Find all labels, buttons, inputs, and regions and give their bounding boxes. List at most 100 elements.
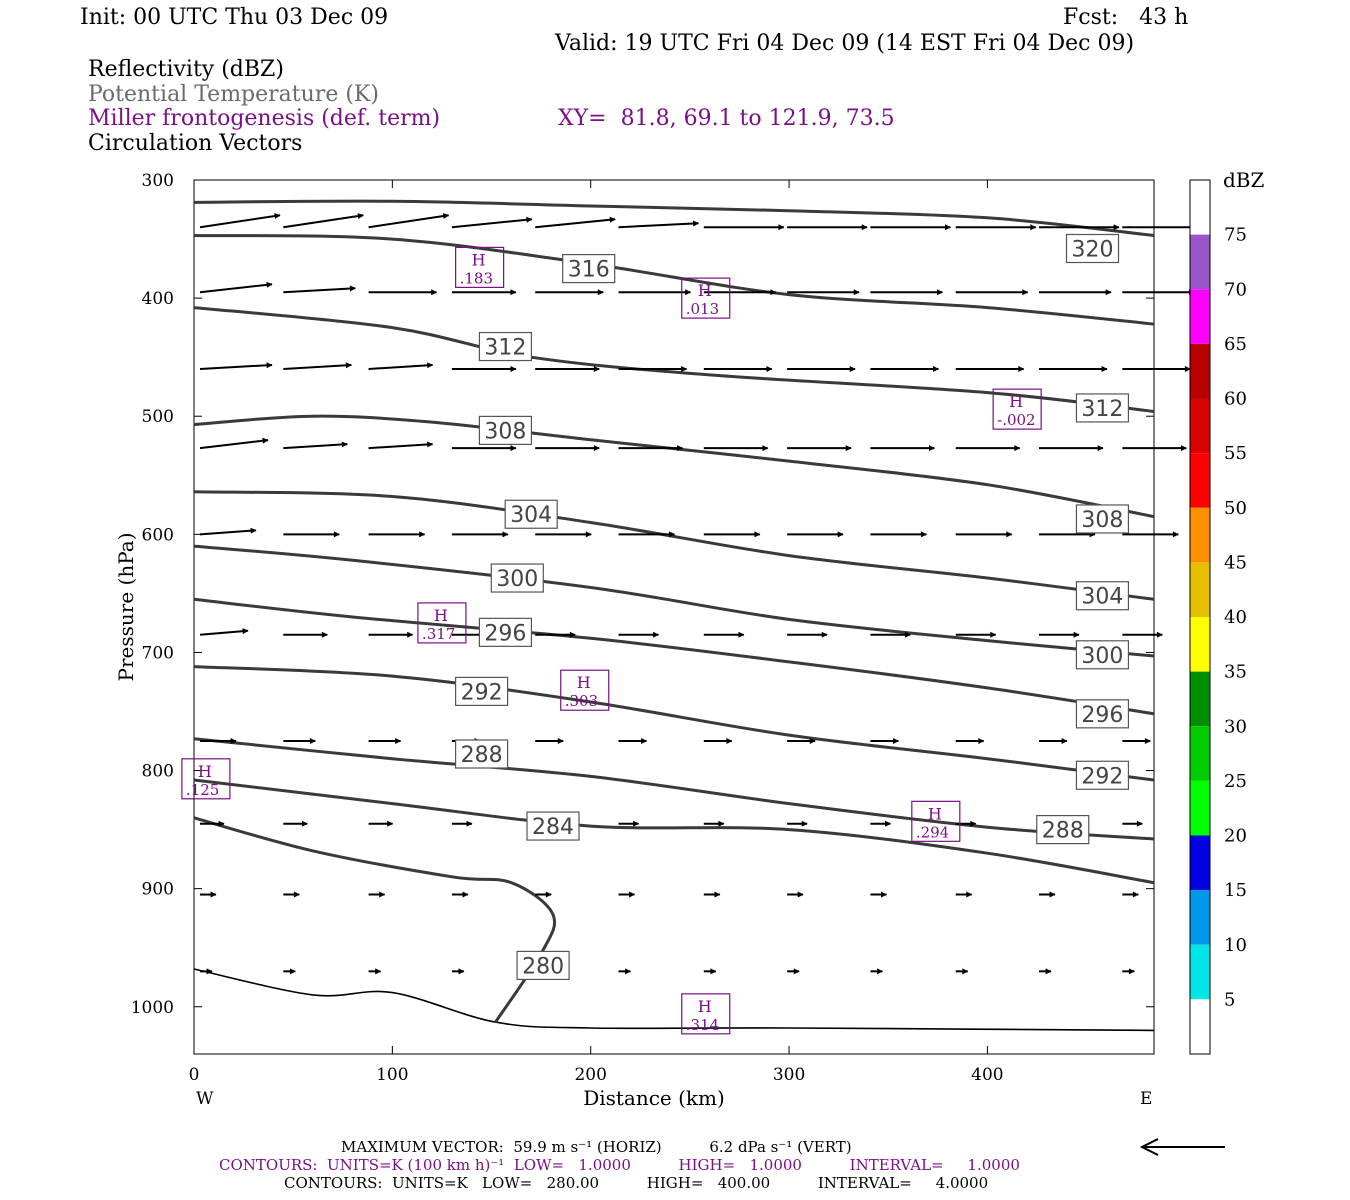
frontogenesis-max-value: .013	[686, 300, 719, 318]
theta-label-box	[1075, 760, 1130, 790]
theta-label-box	[526, 811, 580, 841]
frontogenesis-max-value: .314	[686, 1016, 719, 1034]
reference-vector-head	[1139, 1138, 1159, 1156]
theta-contour-300	[193, 544, 1155, 658]
x-tick-label: 300	[773, 1065, 805, 1085]
surface-boundary-line	[193, 968, 1155, 1032]
frontogenesis-max-value: .303	[565, 692, 598, 710]
colorbar-segment	[1190, 617, 1210, 672]
theta-label-box	[1065, 233, 1120, 264]
colorbar-label: 25	[1224, 771, 1247, 792]
theta-contour-288	[193, 737, 1155, 841]
theta-label-box	[562, 253, 616, 284]
colorbar-label: 5	[1224, 989, 1235, 1010]
theta-label: 308	[1081, 508, 1123, 533]
frontogenesis-max-label: H	[198, 762, 212, 781]
colorbar-label: 30	[1224, 716, 1247, 737]
theta-contour-308	[193, 414, 1155, 519]
circulation-vector	[535, 216, 616, 229]
theta-label-box	[1075, 393, 1130, 423]
circulation-vector	[283, 441, 348, 450]
colorbar-segment	[1190, 507, 1210, 563]
theta-label-box	[1075, 699, 1130, 729]
theta-label: 304	[1081, 585, 1123, 610]
theta-label: 300	[1081, 644, 1123, 669]
theta-label: 296	[484, 621, 526, 646]
colorbar-frame	[1189, 179, 1211, 1055]
theta-label: 320	[1072, 238, 1114, 263]
frontogenesis-max-value: .294	[916, 823, 949, 841]
frontogenesis-max-label: H	[577, 673, 591, 692]
colorbar-segment	[1190, 999, 1210, 1054]
y-tick-label: 800	[142, 762, 174, 782]
frontogenesis-max-value: -.002	[997, 411, 1035, 429]
frontogenesis-max-box	[681, 993, 731, 1035]
theta-label: 300	[496, 567, 538, 592]
y-tick-label: 900	[142, 880, 174, 900]
theta-contour-296	[193, 597, 1155, 716]
theta-contour-320	[193, 199, 1155, 237]
circulation-vector	[199, 527, 257, 536]
circulation-vector	[283, 362, 352, 370]
theta-label: 304	[510, 503, 552, 528]
colorbar-label: 35	[1224, 662, 1247, 683]
y-axis-title: Pressure (hPa)	[114, 533, 138, 682]
colorbar-label: 15	[1224, 880, 1247, 901]
frontogenesis-max-value: .125	[186, 781, 219, 799]
circulation-vector	[199, 213, 281, 229]
field-frontogenesis: Miller frontogenesis (def. term)	[88, 106, 441, 131]
circulation-vector	[199, 362, 273, 370]
field-potential-temperature: Potential Temperature (K)	[88, 82, 379, 107]
theta-label-box	[516, 950, 570, 981]
colorbar-label: 45	[1224, 552, 1247, 573]
theta-label: 312	[1081, 397, 1123, 422]
theta-contour-284	[193, 778, 1155, 885]
x-tick-label: 0	[189, 1065, 200, 1085]
circulation-vector	[451, 216, 533, 229]
frontogenesis-max-box	[992, 388, 1042, 430]
cross-section-endpoints: XY= 81.8, 69.1 to 121.9, 73.5	[558, 106, 895, 131]
colorbar-segment	[1190, 726, 1210, 781]
theta-label-box	[1075, 581, 1130, 611]
theta-contour-304	[193, 490, 1155, 601]
y-tick-label: 400	[142, 289, 174, 309]
frontogenesis-max-label: H	[434, 606, 448, 625]
theta-label-box	[478, 617, 533, 647]
y-tick-label: 300	[142, 171, 174, 191]
theta-label: 308	[484, 419, 526, 444]
colorbar-label: 75	[1224, 225, 1247, 246]
theta-label: 284	[532, 815, 574, 840]
frontogenesis-max-label: H	[472, 250, 486, 269]
colorbar-segment	[1190, 343, 1210, 399]
colorbar-segment	[1190, 398, 1210, 454]
x-tick-label: 400	[971, 1065, 1003, 1085]
y-tick-label: 600	[142, 525, 174, 545]
theta-label-box	[455, 739, 509, 769]
frontogenesis-max-box	[560, 669, 610, 711]
x-end-label-east: E	[1140, 1089, 1152, 1109]
theta-label: 296	[1081, 703, 1123, 728]
colorbar-segment	[1190, 289, 1210, 344]
theta-label: 292	[461, 680, 503, 705]
theta-contour-316	[193, 234, 1155, 326]
colorbar-label: 55	[1224, 443, 1247, 464]
frontogenesis-max-label: H	[698, 997, 712, 1016]
theta-label-box	[1036, 814, 1090, 845]
frontogenesis-max-box	[911, 800, 961, 842]
colorbar-label: 70	[1224, 279, 1247, 300]
frontogenesis-max-box	[181, 758, 231, 800]
circulation-vector	[199, 628, 249, 636]
frontogenesis-max-box	[681, 277, 731, 319]
frontogenesis-max-box	[455, 246, 505, 288]
frontogenesis-max-label: H	[1009, 392, 1023, 411]
colorbar-segment	[1190, 562, 1210, 617]
y-tick-label: 1000	[131, 998, 174, 1018]
colorbar-label: 40	[1224, 607, 1247, 628]
valid-time: Valid: 19 UTC Fri 04 Dec 09 (14 EST Fri …	[555, 31, 1135, 56]
y-tick-label: 700	[142, 643, 174, 663]
frontogenesis-max-value: .183	[460, 269, 493, 287]
colorbar-segment	[1190, 453, 1210, 508]
frontogenesis-max-label: H	[928, 804, 942, 823]
theta-contour-info: CONTOURS: UNITS=K LOW= 280.00 HIGH= 400.…	[284, 1174, 989, 1192]
